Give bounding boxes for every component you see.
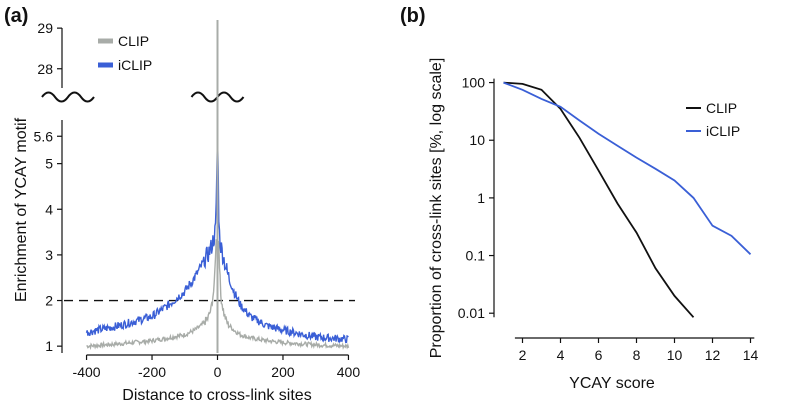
- panel-a-legend-iclip-label: iCLIP: [118, 57, 152, 73]
- panel-b-xtick-label-1: 4: [557, 347, 565, 363]
- panel-b-legend-iclip-label: iCLIP: [706, 123, 740, 139]
- panel-b-series-clip: [503, 81, 695, 318]
- panel-a-xtick-label-2: 0: [214, 364, 222, 380]
- panel-b-xtick-label-0: 2: [519, 347, 527, 363]
- panel-a-ytick-label-4: 5: [45, 156, 53, 172]
- panel-a-axis-break-left: [41, 91, 95, 103]
- panel-a-ytick-label-0: 1: [45, 338, 53, 354]
- panel-b-x-axis-title: YCAY score: [569, 375, 655, 392]
- panel-b-label: (b): [400, 5, 426, 27]
- panel-a-x-axis-title: Distance to cross-link sites: [122, 387, 311, 404]
- panel-b-ytick-label-0: 100: [462, 75, 486, 91]
- panel-a-xtick-label-0: -400: [73, 364, 101, 380]
- panel-a-ytick-label-3: 4: [45, 201, 53, 217]
- panel-a-ytick-label-2: 3: [45, 247, 53, 263]
- panel-a-chart: 1 2 3 4 5 5.6 28 29 -400 -200 0 200 400 Distance to …: [13, 20, 360, 404]
- panel-b-chart: 100 10 1 0.1 0.01 2 4 6 8 10 12 14 YCAY score Propo…: [428, 58, 758, 392]
- panel-a-legend: CLIP iCLIP: [98, 33, 152, 73]
- panel-a-ytick-upper-label-0: 28: [37, 61, 53, 77]
- panel-b-xtick-label-6: 14: [743, 347, 759, 363]
- panel-a-xtick-label-1: -200: [138, 364, 166, 380]
- panel-b-legend-clip-label: CLIP: [706, 100, 737, 116]
- panel-a-ticks: 1 2 3 4 5 5.6 28 29 -400 -200 0 200 400: [34, 20, 361, 380]
- panel-a-legend-clip-label: CLIP: [118, 33, 149, 49]
- panel-a-label: (a): [4, 5, 28, 27]
- panel-b-xtick-label-5: 12: [705, 347, 721, 363]
- panel-b-ticks: 100 10 1 0.1 0.01 2 4 6 8 10 12 14: [458, 75, 759, 363]
- panel-b-ytick-label-3: 0.1: [466, 248, 486, 264]
- panel-b-y-axis-title: Proportion of cross-link sites [%, log s…: [428, 58, 445, 359]
- panel-a-ytick-upper-label-1: 29: [37, 20, 53, 36]
- panel-a-y-axis-title: Enrichment of YCAY motif: [13, 117, 30, 302]
- panel-b-ytick-label-2: 1: [477, 190, 485, 206]
- panel-b-legend: CLIP iCLIP: [686, 100, 740, 139]
- panel-a-xtick-label-3: 200: [271, 364, 295, 380]
- panel-a-ytick-label-1: 2: [45, 293, 53, 309]
- panel-a-ytick-label-5: 5.6: [34, 128, 54, 144]
- panel-a-xtick-label-4: 400: [337, 364, 361, 380]
- panel-b-ytick-label-4: 0.01: [458, 305, 485, 321]
- panel-b-xtick-label-2: 6: [595, 347, 603, 363]
- panel-b-series-iclip: [503, 81, 752, 255]
- panel-b-xtick-label-3: 8: [633, 347, 641, 363]
- panel-b-xtick-label-4: 10: [667, 347, 683, 363]
- panel-b-ytick-label-1: 10: [469, 132, 485, 148]
